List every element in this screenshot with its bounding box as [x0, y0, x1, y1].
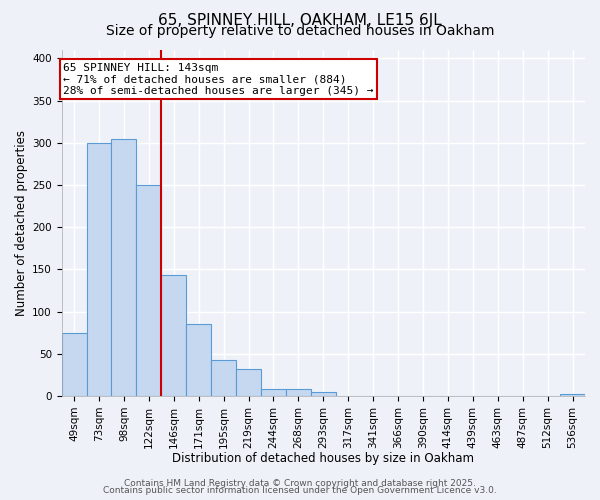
- Bar: [261, 389, 286, 396]
- Bar: [186, 324, 211, 396]
- Bar: [161, 276, 186, 396]
- Bar: [211, 360, 236, 396]
- Text: Size of property relative to detached houses in Oakham: Size of property relative to detached ho…: [106, 24, 494, 38]
- Text: Contains HM Land Registry data © Crown copyright and database right 2025.: Contains HM Land Registry data © Crown c…: [124, 478, 476, 488]
- Bar: [286, 389, 311, 396]
- Text: 65, SPINNEY HILL, OAKHAM, LE15 6JL: 65, SPINNEY HILL, OAKHAM, LE15 6JL: [158, 12, 442, 28]
- Bar: [236, 369, 261, 396]
- Bar: [136, 185, 161, 396]
- Y-axis label: Number of detached properties: Number of detached properties: [15, 130, 28, 316]
- Bar: [112, 138, 136, 396]
- Bar: [86, 143, 112, 396]
- X-axis label: Distribution of detached houses by size in Oakham: Distribution of detached houses by size …: [172, 452, 475, 465]
- Text: Contains public sector information licensed under the Open Government Licence v3: Contains public sector information licen…: [103, 486, 497, 495]
- Bar: [62, 332, 86, 396]
- Text: 65 SPINNEY HILL: 143sqm
← 71% of detached houses are smaller (884)
28% of semi-d: 65 SPINNEY HILL: 143sqm ← 71% of detache…: [63, 62, 373, 96]
- Bar: [311, 392, 336, 396]
- Bar: [560, 394, 585, 396]
